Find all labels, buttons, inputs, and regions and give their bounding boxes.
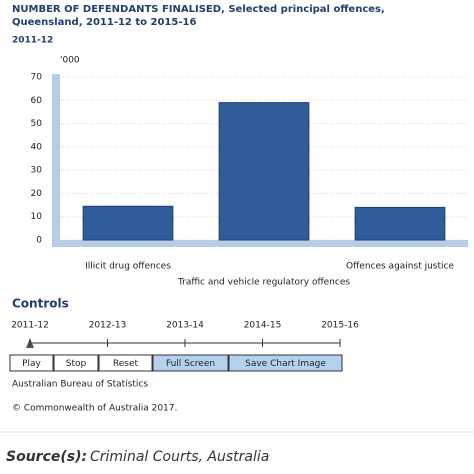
y-tick-label: 0 [36, 236, 42, 246]
timeline-label: 2015-16 [321, 321, 359, 331]
x-tick-label: Traffic and vehicle regulatory offences [177, 278, 350, 288]
y-tick-label: 50 [31, 119, 43, 129]
button[interactable] [53, 354, 99, 372]
y-axis-band [52, 74, 60, 246]
timeline-label: 2012-13 [89, 321, 127, 331]
button[interactable] [228, 354, 343, 372]
controls-heading: Controls [12, 297, 69, 311]
bar [218, 102, 310, 241]
y-tick-label: 40 [31, 142, 43, 152]
chart-title: NUMBER OF DEFENDANTS FINALISED, Selected… [12, 4, 385, 28]
bar [354, 206, 446, 241]
timeline-label: 2014-15 [244, 321, 282, 331]
y-tick-label: 70 [31, 73, 43, 83]
button-label[interactable]: Stop [66, 359, 87, 369]
y-tick-label: 20 [31, 189, 43, 199]
timeline-label: 2011-12 [11, 321, 49, 331]
bar [82, 205, 174, 241]
button[interactable] [152, 354, 229, 372]
source-label: Source(s): [6, 449, 87, 465]
button[interactable] [9, 354, 54, 372]
x-axis-band [52, 240, 468, 247]
publisher: Australian Bureau of Statistics [12, 380, 148, 390]
button-label[interactable]: Save Chart Image [245, 359, 326, 369]
timeline-label: 2013-14 [166, 321, 204, 331]
y-tick-label: 60 [31, 96, 43, 106]
button-label[interactable]: Play [22, 359, 41, 369]
y-tick-label: 10 [31, 212, 43, 222]
x-tick-label: Offences against justice [346, 262, 454, 272]
chart-subtitle: 2011-12 [12, 36, 53, 46]
source-text: Criminal Courts, Australia [90, 449, 269, 465]
button-label[interactable]: Reset [113, 359, 139, 369]
button[interactable] [98, 354, 153, 372]
copyright: © Commonwealth of Australia 2017. [12, 404, 177, 414]
y-tick-label: 30 [31, 166, 43, 176]
y-unit: '000 [60, 56, 80, 66]
x-tick-label: Illicit drug offences [85, 262, 171, 272]
button-label[interactable]: Full Screen [166, 359, 215, 369]
